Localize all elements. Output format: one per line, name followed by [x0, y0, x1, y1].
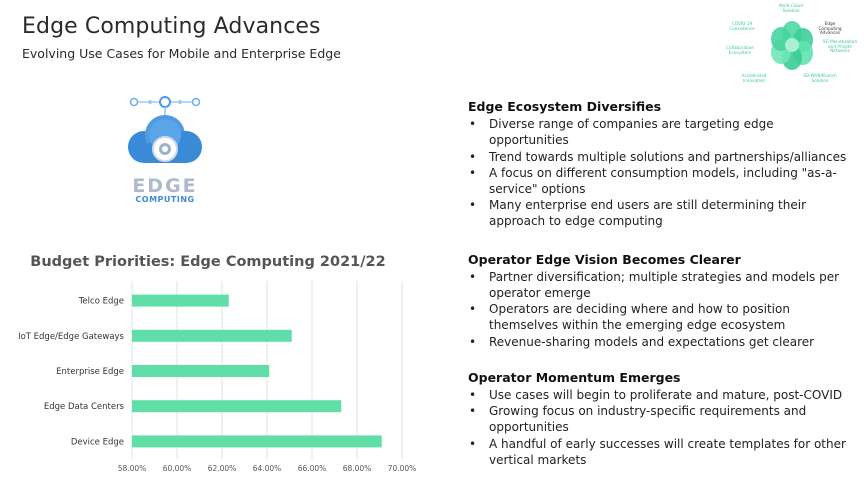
- mini-label-covid: COVID-19 Coexistence: [729, 21, 755, 31]
- x-tick-label: 62.00%: [208, 464, 237, 473]
- section-heading: Operator Edge Vision Becomes Clearer: [468, 251, 741, 267]
- bullet-item: Growing focus on industry-specific requi…: [468, 403, 848, 435]
- section-heading: Edge Ecosystem Diversifies: [468, 99, 662, 114]
- bullet-item: Operators are deciding where and how to …: [468, 301, 848, 333]
- section-heading: Operator Momentum Emerges: [468, 369, 681, 385]
- bullet-item: Partner diversification; multiple strate…: [468, 269, 848, 301]
- x-tick-label: 60.00%: [163, 464, 192, 473]
- mini-label-multicloud: Multi-Cloud Solution: [779, 3, 803, 13]
- page-subtitle: Evolving Use Cases for Mobile and Enterp…: [22, 46, 341, 61]
- budget-bar-chart: 58.00% 60.00% 62.00% 64.00% 66.00% 68.00% 70.0…: [18, 281, 417, 473]
- bullet-item: Many enterprise end users are still dete…: [468, 197, 848, 229]
- mini-label-innovation: Accelerated Innovation: [741, 73, 767, 83]
- section-operator-vision: Operator Edge Vision Becomes Clearer Par…: [468, 252, 848, 350]
- mini-label-center: Edge Computing Advances: [818, 21, 842, 36]
- bar: [132, 400, 342, 413]
- bar: [132, 329, 292, 342]
- x-tick-label: 58.00%: [118, 464, 147, 473]
- bullet-item: Diverse range of companies are targeting…: [468, 116, 848, 148]
- cloud-computing-icon: [128, 96, 202, 163]
- mini-label-sdwan: SD-WAN/Branch Solution: [803, 73, 837, 83]
- x-tick-label: 64.00%: [253, 464, 282, 473]
- chart-title: Budget Priorities: Edge Computing 2021/2…: [30, 254, 386, 270]
- flower-diagram-graphic: [771, 21, 813, 70]
- section-ecosystem: Edge Ecosystem Diversifies Diverse range…: [468, 99, 848, 230]
- mini-label-collaborative: Collaborative Ecosystem: [726, 45, 754, 55]
- x-tick-label: 70.00%: [388, 464, 417, 473]
- bar: [132, 294, 229, 307]
- category-label: Device Edge: [71, 437, 124, 447]
- category-label: Enterprise Edge: [56, 367, 124, 377]
- logo-word-computing: COMPUTING: [135, 195, 195, 204]
- mini-label-5g: 5G Monetization and Private Networks: [822, 39, 858, 54]
- bullet-item: Use cases will begin to proliferate and …: [468, 387, 848, 403]
- bullet-item: A handful of early successes will create…: [468, 436, 848, 468]
- x-tick-label: 68.00%: [343, 464, 372, 473]
- bar: [132, 435, 382, 448]
- logo-word-edge: EDGE: [132, 175, 198, 197]
- mini-flower-diagram: Multi-Cloud Solution COVID-19 Coexistenc…: [722, 0, 864, 92]
- category-label: IoT Edge/Edge Gateways: [18, 332, 124, 342]
- bullet-item: Trend towards multiple solutions and par…: [468, 149, 848, 165]
- x-tick-label: 66.00%: [298, 464, 327, 473]
- bar: [132, 365, 270, 377]
- bullet-item: Revenue-sharing models and expectations …: [468, 334, 848, 350]
- category-label: Telco Edge: [78, 297, 124, 307]
- insights-panel: Edge Ecosystem Diversifies Diverse range…: [468, 99, 848, 490]
- category-label: Edge Data Centers: [44, 402, 125, 412]
- bullet-item: A focus on different consumption models,…: [468, 165, 848, 197]
- section-operator-momentum: Operator Momentum Emerges Use cases will…: [468, 370, 848, 468]
- edge-computing-logo: EDGE COMPUTING: [120, 95, 210, 205]
- page-title: Edge Computing Advances: [22, 14, 321, 39]
